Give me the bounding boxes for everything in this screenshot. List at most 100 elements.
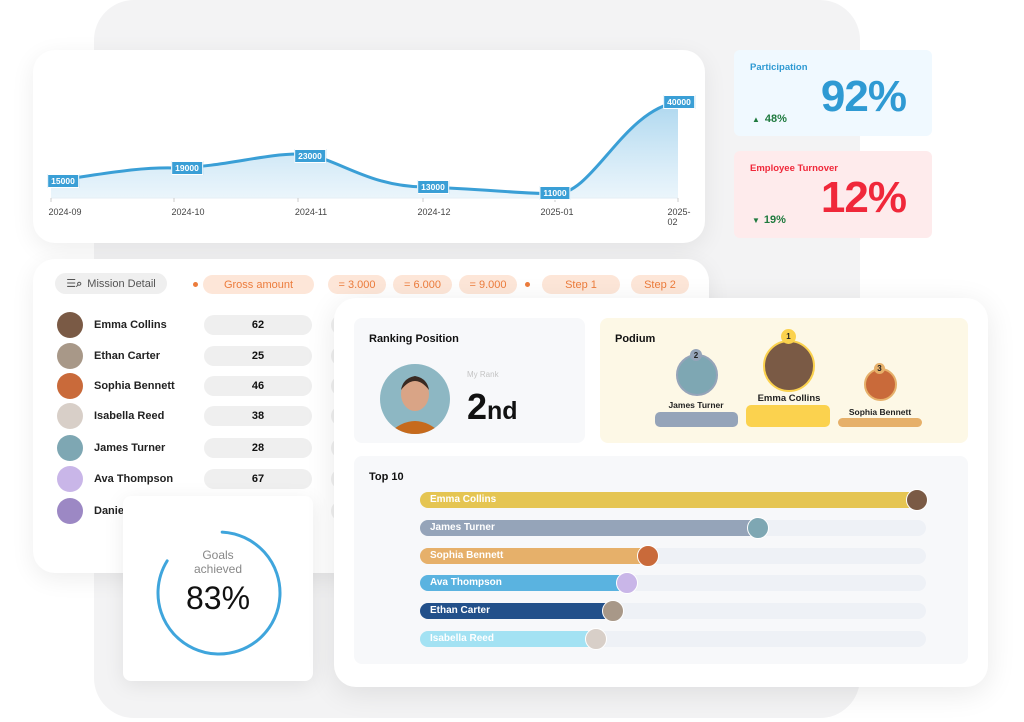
turnover-kpi-card: Employee Turnover 12% ▼ 19% [734, 151, 932, 238]
bar-fill [420, 492, 916, 508]
goals-ring [156, 530, 282, 656]
rank-badge: 3 [874, 363, 885, 374]
participation-kpi-card: Participation 92% ▲ 48% [734, 50, 932, 136]
x-tick: 2024-09 [48, 207, 82, 217]
avatar [602, 600, 624, 622]
podium-name: Sophia Bennett [848, 407, 912, 417]
top10-bar[interactable]: Ava Thompson [420, 572, 926, 594]
avatar [616, 572, 638, 594]
kpi-delta: ▼ 19% [752, 214, 786, 226]
person-name: Daniel [94, 505, 128, 517]
score-value: 28 [204, 438, 312, 458]
person-name: James Turner [94, 442, 166, 454]
line-chart-svg [50, 100, 679, 202]
bar-label: Sophia Bennett [430, 550, 504, 561]
avatar [57, 498, 83, 524]
avatar [747, 517, 769, 539]
list-item[interactable]: James Turner 28 [57, 434, 361, 462]
person-name: Ava Thompson [94, 473, 174, 485]
bar-label: Isabella Reed [430, 633, 494, 644]
list-item[interactable]: Ethan Carter 25 [57, 342, 361, 370]
kpi-value: 92% [820, 72, 907, 121]
bar-fill [420, 631, 598, 647]
goals-value: 83% [185, 580, 251, 616]
section-title: Ranking Position [369, 333, 459, 345]
list-item[interactable]: Sophia Bennett 46 [57, 372, 361, 400]
search-list-icon: ☰⌕ [66, 277, 83, 290]
goals-label: Goals achieved [193, 548, 243, 576]
x-tick: 2024-11 [294, 207, 328, 217]
top10-bar[interactable]: Sophia Bennett [420, 545, 926, 567]
data-label: 40000 [663, 95, 695, 109]
list-item[interactable]: Isabella Reed 38 [57, 402, 361, 430]
kpi-label: Participation [750, 62, 808, 73]
bar-label: James Turner [430, 522, 495, 533]
score-value: 46 [204, 376, 312, 396]
data-label: 11000 [539, 186, 571, 200]
kpi-value: 12% [820, 173, 907, 222]
mission-detail-button[interactable]: ☰⌕ Mission Detail [55, 273, 167, 294]
bar-fill [420, 575, 628, 591]
avatar [57, 343, 83, 369]
avatar [380, 364, 450, 434]
avatar [763, 340, 815, 392]
top10-bar[interactable]: Isabella Reed [420, 628, 926, 650]
score-value: 67 [204, 469, 312, 489]
person-name: Emma Collins [94, 319, 167, 331]
ranking-position-panel: Ranking Position My Rank 2nd [354, 318, 585, 443]
filter-pill[interactable]: Step 1 [542, 275, 620, 294]
data-label: 23000 [294, 149, 326, 163]
avatar [57, 403, 83, 429]
bar-label: Emma Collins [430, 494, 497, 505]
bar-label: Ethan Carter [430, 605, 491, 616]
score-value: 62 [204, 315, 312, 335]
podium-block-2 [655, 412, 738, 427]
podium-block-3 [838, 418, 922, 427]
x-tick: 2024-10 [171, 207, 205, 217]
series-line [50, 100, 679, 196]
person-name: Ethan Carter [94, 350, 161, 362]
rank-badge: 1 [781, 329, 796, 344]
avatar [57, 435, 83, 461]
podium-panel: Podium 2 James Turner 1 Emma Collins 3 S… [600, 318, 968, 443]
ranking-card: Ranking Position My Rank 2nd Podium 2 Ja… [334, 298, 988, 687]
arrow-down-icon: ▼ [752, 216, 760, 225]
revenue-line-chart: 15000 19000 23000 13000 11000 40000 2024… [33, 50, 705, 243]
kpi-delta: ▲ 48% [752, 113, 787, 125]
data-label: 19000 [171, 161, 203, 175]
bar-label: Ava Thompson [430, 577, 502, 588]
podium-name: James Turner [668, 400, 724, 410]
top10-panel: Top 10 Emma Collins James Turner Sophia … [354, 456, 968, 664]
filter-pill[interactable]: = 9.000 [459, 275, 517, 294]
bar-fill [420, 520, 760, 536]
avatar [57, 466, 83, 492]
person-name: Isabella Reed [94, 410, 165, 422]
avatar [637, 545, 659, 567]
rank-badge: 2 [690, 349, 702, 361]
kpi-label: Employee Turnover [750, 163, 838, 174]
avatar [57, 373, 83, 399]
list-item[interactable]: Ava Thompson 67 [57, 465, 361, 493]
avatar [906, 489, 928, 511]
filter-pill[interactable]: Gross amount [203, 275, 314, 294]
x-tick: 2025-02 [667, 207, 691, 227]
filter-pill[interactable]: Step 2 [631, 275, 689, 294]
person-name: Sophia Bennett [94, 380, 175, 392]
filter-pill[interactable]: = 3.000 [328, 275, 386, 294]
section-title: Podium [615, 333, 656, 345]
arrow-up-icon: ▲ [752, 115, 760, 124]
data-label: 13000 [417, 180, 449, 194]
list-item[interactable]: Daniel [57, 497, 361, 525]
bar-fill [420, 603, 613, 619]
avatar [57, 312, 83, 338]
dot-marker [525, 282, 530, 287]
top10-bar[interactable]: James Turner [420, 517, 926, 539]
top10-bar[interactable]: Ethan Carter [420, 600, 926, 622]
section-title: Top 10 [369, 471, 404, 483]
x-tick: 2024-12 [417, 207, 451, 217]
dot-marker [193, 282, 198, 287]
list-item[interactable]: Emma Collins 62 [57, 311, 361, 339]
filter-pill[interactable]: = 6.000 [393, 275, 452, 294]
goals-achieved-card: Goals achieved 83% [123, 496, 313, 681]
top10-bar[interactable]: Emma Collins [420, 489, 928, 511]
